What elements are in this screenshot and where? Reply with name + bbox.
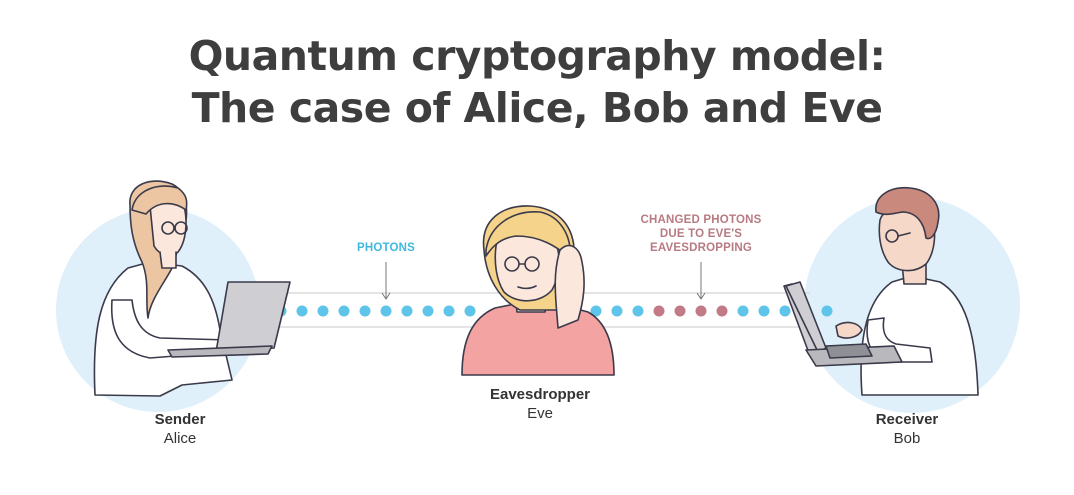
- photon: [402, 306, 413, 317]
- photon: [381, 306, 392, 317]
- photon: [318, 306, 329, 317]
- photon: [612, 306, 623, 317]
- receiver-label: Receiver Bob: [845, 410, 969, 448]
- photon: [423, 306, 434, 317]
- photon: [444, 306, 455, 317]
- changed-photons-line-2: DUE TO EVE'S: [621, 227, 781, 241]
- changed-photons-line-3: EAVESDROPPING: [621, 241, 781, 255]
- sender-label: Sender Alice: [118, 410, 242, 448]
- photon-stream-left: [276, 306, 476, 317]
- photon: [822, 306, 833, 317]
- sender-name: Alice: [118, 429, 242, 448]
- photon: [339, 306, 350, 317]
- changed-photon: [717, 306, 728, 317]
- alice-figure: [94, 181, 290, 396]
- eavesdropper-role: Eavesdropper: [470, 385, 610, 404]
- eavesdropper-name: Eve: [470, 404, 610, 423]
- changed-photon: [654, 306, 665, 317]
- photon: [780, 306, 791, 317]
- photon: [759, 306, 770, 317]
- photons-annotation: PHOTONS: [326, 241, 446, 255]
- changed-photons-line-1: CHANGED PHOTONS: [621, 213, 781, 227]
- photon: [297, 306, 308, 317]
- photon: [465, 306, 476, 317]
- photon: [633, 306, 644, 317]
- eve-figure: [462, 206, 614, 375]
- sender-role: Sender: [118, 410, 242, 429]
- eavesdropper-label: Eavesdropper Eve: [470, 385, 610, 423]
- receiver-role: Receiver: [845, 410, 969, 429]
- changed-photons-annotation: CHANGED PHOTONS DUE TO EVE'S EAVESDROPPI…: [621, 213, 781, 255]
- photon: [738, 306, 749, 317]
- changed-photon: [696, 306, 707, 317]
- receiver-name: Bob: [845, 429, 969, 448]
- photons-label: PHOTONS: [326, 241, 446, 255]
- changed-photon: [675, 306, 686, 317]
- photon: [360, 306, 371, 317]
